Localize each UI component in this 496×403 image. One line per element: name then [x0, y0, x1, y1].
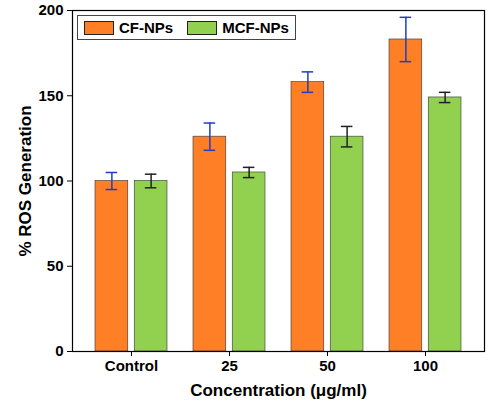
svg-text:150: 150: [38, 87, 63, 104]
svg-text:Control: Control: [105, 357, 158, 374]
html-text:CF-NPs: CF-NPs: [119, 19, 174, 36]
svg-text:50: 50: [319, 357, 336, 374]
svg-text:100: 100: [38, 172, 63, 189]
svg-text:200: 200: [38, 1, 63, 18]
svg-text:0: 0: [55, 342, 63, 359]
svg-text:50: 50: [47, 257, 64, 274]
svg-text:Concentration (μg/ml): Concentration (μg/ml): [190, 381, 367, 400]
html-text:MCF-NPs: MCF-NPs: [222, 19, 289, 36]
svg-text:% ROS Generation: % ROS Generation: [16, 105, 35, 256]
svg-text:25: 25: [221, 357, 238, 374]
svg-text:100: 100: [413, 357, 438, 374]
